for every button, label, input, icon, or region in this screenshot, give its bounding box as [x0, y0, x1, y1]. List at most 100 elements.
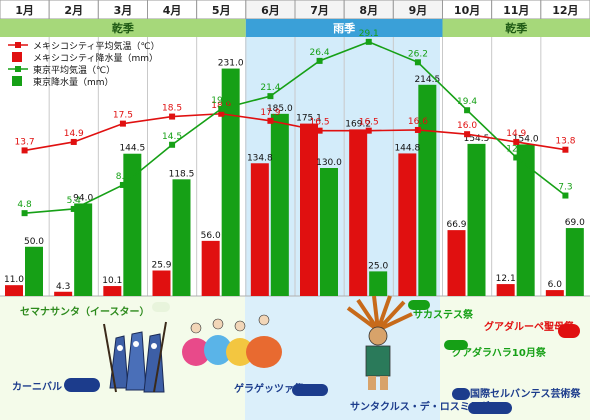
mexico-rain-bar [5, 285, 23, 296]
festival-marker [64, 378, 100, 392]
month-label: 12月 [552, 4, 578, 17]
mexico-rain-bar [201, 240, 220, 296]
season-band [442, 19, 590, 37]
tokyo-temp-value-label: 7.3 [558, 183, 572, 193]
legend-point-swatch [15, 66, 21, 72]
tokyo-temp-point [218, 105, 225, 112]
mexico-temp-point [414, 126, 421, 133]
festival-label: サンタクルス・デ・ロスミラグロス [350, 400, 510, 413]
tokyo-temp-point [513, 154, 520, 161]
tokyo-rain-bar [369, 271, 388, 296]
tokyo-rain-bar [270, 113, 289, 296]
season-band [0, 19, 246, 37]
tokyo-rain-bar [123, 153, 142, 296]
tokyo-rain-bar [516, 144, 535, 296]
tokyo-temp-point [70, 205, 77, 212]
legend-label: メキシコシティ平均気温（℃） [33, 40, 160, 52]
tokyo-rain-value-label: 185.0 [267, 104, 293, 114]
festival-label: グアダラハラ10月祭 [452, 346, 547, 359]
mexico-temp-point [218, 110, 225, 117]
mexico-rain-bar [349, 129, 368, 296]
tokyo-temp-value-label: 4.8 [17, 200, 32, 210]
tokyo-rain-bar [74, 203, 93, 296]
legend-point-swatch [15, 42, 21, 48]
mexico-rain-bar [447, 230, 466, 296]
month-header-row: 1月 2月 3月 4月 5月 6月 7月 8月 9月 10月 11月 12月 [0, 0, 590, 20]
mexico-rain-value-label: 66.9 [446, 220, 466, 230]
mexico-temp-value-label: 18.9 [211, 101, 231, 111]
tokyo-temp-value-label: 21.4 [260, 83, 280, 93]
month-label: 11月 [503, 4, 529, 17]
mexico-rain-bar [398, 153, 417, 296]
tokyo-temp-line [24, 40, 566, 214]
festival-marker [468, 402, 512, 414]
festival-label: ゲラゲッツァ祭 [234, 382, 305, 395]
feather-dancer-illustration [346, 295, 413, 390]
month-label: 2月 [64, 4, 83, 17]
tokyo-rain-bar [172, 179, 191, 296]
legend-label: メキシコシティ降水量（mm） [33, 52, 158, 64]
legend-bar-swatch [12, 76, 22, 86]
festival-label: グアダルーペ聖母祭 [484, 320, 575, 333]
tokyo-temp-point [169, 141, 176, 148]
mexico-temp-value-label: 13.7 [15, 137, 35, 147]
month-label: 5月 [212, 4, 231, 17]
festival-marker [558, 324, 580, 338]
legend-bar-swatch [12, 52, 22, 62]
mexico-rain-bar [496, 284, 515, 296]
tokyo-rain-value-label: 144.5 [119, 144, 145, 154]
mexico-rain-value-label: 12.1 [496, 274, 516, 284]
season-label: 乾季 [505, 21, 528, 35]
tokyo-temp-value-label: 26.2 [408, 49, 428, 59]
tokyo-rain-value-label: 154.5 [464, 134, 490, 144]
mexico-rain-value-label: 56.0 [201, 231, 221, 241]
tokyo-rain-value-label: 25.0 [368, 261, 388, 271]
tokyo-temp-point [119, 181, 126, 188]
tokyo-rain-value-label: 50.0 [24, 237, 44, 247]
festival-label: カーニバル [12, 381, 62, 393]
carnival-figures-illustration [103, 321, 167, 393]
mexico-temp-value-label: 17.5 [113, 111, 133, 121]
legend-label: 東京平均気温（℃） [33, 64, 115, 76]
mexico-rain-value-label: 134.8 [247, 153, 273, 163]
tokyo-temp-value-label: 14.5 [162, 132, 182, 142]
mexico-rain-value-label: 25.9 [151, 260, 171, 270]
month-label: 10月 [454, 4, 480, 17]
mexico-temp-point [365, 127, 372, 134]
season-label: 乾季 [112, 21, 135, 35]
mexico-temp-value-label: 17.9 [260, 108, 280, 118]
mexico-temp-point [464, 131, 471, 138]
month-label: 4月 [163, 4, 182, 17]
tokyo-temp-value-label: 29.1 [359, 29, 379, 39]
tokyo-temp-value-label: 19.6 [211, 96, 231, 106]
season-band [245, 19, 443, 37]
tokyo-rain-bar [221, 68, 240, 296]
month-label: 9月 [409, 4, 428, 17]
tokyo-rain-value-label: 94.0 [73, 193, 93, 203]
tokyo-rain-bar [25, 246, 43, 296]
festival-marker [408, 300, 430, 310]
tokyo-rain-value-label: 231.0 [218, 59, 244, 69]
month-label: 8月 [359, 4, 378, 17]
festival-label: サカステス祭 [413, 308, 474, 321]
mexico-temp-value-label: 16.5 [359, 118, 379, 128]
mexico-rain-value-label: 175.1 [296, 114, 322, 124]
month-label: 3月 [114, 4, 133, 17]
mexico-rain-value-label: 4.3 [56, 282, 70, 292]
mexico-rain-value-label: 11.0 [4, 275, 24, 285]
tokyo-rain-value-label: 130.0 [316, 158, 342, 168]
mexico-temp-point [562, 146, 569, 153]
mexico-temp-value-label: 16.0 [457, 121, 477, 131]
mexico-temp-point [316, 127, 323, 134]
season-label: 雨季 [333, 21, 356, 35]
month-label: 1月 [15, 4, 34, 17]
mexico-temp-value-label: 16.5 [310, 118, 330, 128]
tokyo-rain-bar [320, 168, 338, 296]
tokyo-rain-value-label: 154.0 [513, 134, 539, 144]
tokyo-rain-bar [565, 228, 584, 296]
festival-marker [444, 340, 468, 350]
mexico-temp-value-label: 14.9 [506, 129, 526, 139]
tokyo-temp-point [562, 192, 569, 199]
tokyo-rain-value-label: 214.5 [414, 75, 440, 85]
